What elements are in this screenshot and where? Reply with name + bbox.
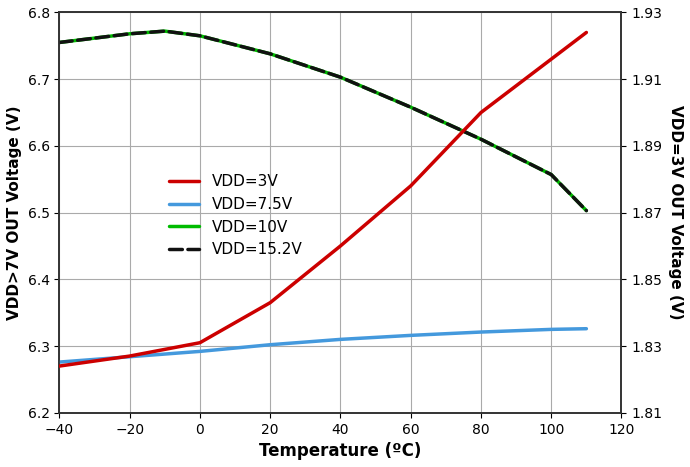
VDD=7.5V xyxy=(196,348,204,354)
VDD=10V xyxy=(161,28,169,34)
Line: VDD=10V: VDD=10V xyxy=(59,31,586,211)
VDD=7.5V xyxy=(582,326,591,332)
VDD=3V xyxy=(582,30,591,35)
VDD=7.5V xyxy=(266,342,275,347)
VDD=7.5V xyxy=(126,354,134,360)
VDD=3V xyxy=(55,363,63,369)
VDD=7.5V xyxy=(406,333,415,338)
Line: VDD=3V: VDD=3V xyxy=(59,33,586,366)
VDD=10V xyxy=(406,105,415,110)
VDD=10V xyxy=(126,31,134,36)
X-axis label: Temperature (ºC): Temperature (ºC) xyxy=(259,442,422,460)
VDD=10V xyxy=(477,136,485,142)
VDD=15.2V xyxy=(336,74,344,80)
VDD=15.2V xyxy=(126,31,134,36)
VDD=3V xyxy=(266,300,275,305)
VDD=10V xyxy=(336,74,344,80)
Line: VDD=7.5V: VDD=7.5V xyxy=(59,329,586,362)
Y-axis label: VDD=3V OUT Voltage (V): VDD=3V OUT Voltage (V) xyxy=(668,106,683,320)
VDD=10V xyxy=(582,208,591,213)
Legend: VDD=3V, VDD=7.5V, VDD=10V, VDD=15.2V: VDD=3V, VDD=7.5V, VDD=10V, VDD=15.2V xyxy=(163,168,308,263)
VDD=3V xyxy=(196,340,204,346)
VDD=3V xyxy=(406,183,415,189)
VDD=15.2V xyxy=(196,33,204,39)
VDD=7.5V xyxy=(55,359,63,365)
VDD=15.2V xyxy=(547,172,555,177)
VDD=10V xyxy=(196,33,204,39)
VDD=15.2V xyxy=(266,51,275,57)
Line: VDD=15.2V: VDD=15.2V xyxy=(59,31,586,211)
VDD=15.2V xyxy=(406,105,415,110)
VDD=15.2V xyxy=(55,40,63,45)
VDD=10V xyxy=(266,51,275,57)
VDD=7.5V xyxy=(477,329,485,335)
VDD=7.5V xyxy=(336,337,344,342)
VDD=15.2V xyxy=(477,136,485,142)
VDD=10V xyxy=(547,172,555,177)
VDD=10V xyxy=(55,40,63,45)
VDD=15.2V xyxy=(161,28,169,34)
VDD=15.2V xyxy=(582,208,591,213)
Y-axis label: VDD>7V OUT Voltage (V): VDD>7V OUT Voltage (V) xyxy=(7,106,22,320)
VDD=3V xyxy=(477,110,485,115)
VDD=3V xyxy=(336,243,344,249)
VDD=3V xyxy=(547,57,555,62)
VDD=7.5V xyxy=(547,326,555,332)
VDD=3V xyxy=(126,353,134,359)
